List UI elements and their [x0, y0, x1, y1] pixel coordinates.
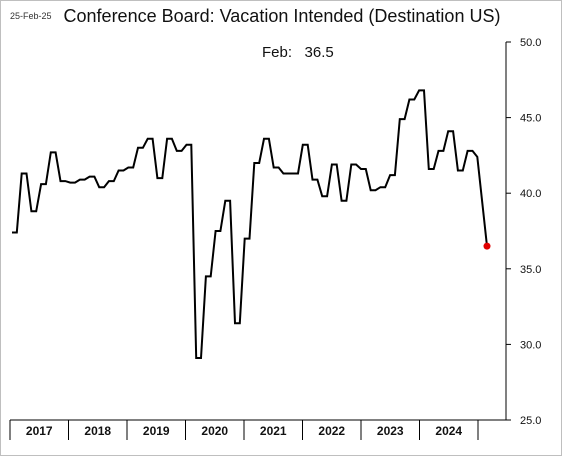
x-tick-label: 2020	[201, 424, 228, 438]
series-line	[12, 89, 488, 359]
latest-value-callout: Feb: 36.5	[262, 44, 334, 61]
callout-label: Feb:	[262, 44, 293, 61]
y-tick-label: 25.0	[520, 415, 541, 427]
x-tick-label: 2018	[84, 424, 111, 438]
chart-title: Conference Board: Vacation Intended (Des…	[63, 6, 501, 26]
y-tick-label: 45.0	[520, 113, 541, 125]
x-tick-label: 2023	[377, 424, 404, 438]
y-tick-label: 30.0	[520, 339, 541, 351]
x-tick-label: 2019	[143, 424, 170, 438]
y-tick-label: 50.0	[520, 37, 541, 49]
callout-value: 36.5	[304, 44, 334, 61]
last-point-marker	[483, 242, 491, 250]
x-tick-label: 2021	[260, 424, 287, 438]
x-tick-label: 2024	[435, 424, 462, 438]
y-tick-label: 40.0	[520, 188, 541, 200]
y-tick-label: 35.0	[520, 264, 541, 276]
date-stamp: 25-Feb-25	[10, 11, 52, 21]
x-tick-label: 2017	[26, 424, 53, 438]
x-tick-label: 2022	[318, 424, 345, 438]
